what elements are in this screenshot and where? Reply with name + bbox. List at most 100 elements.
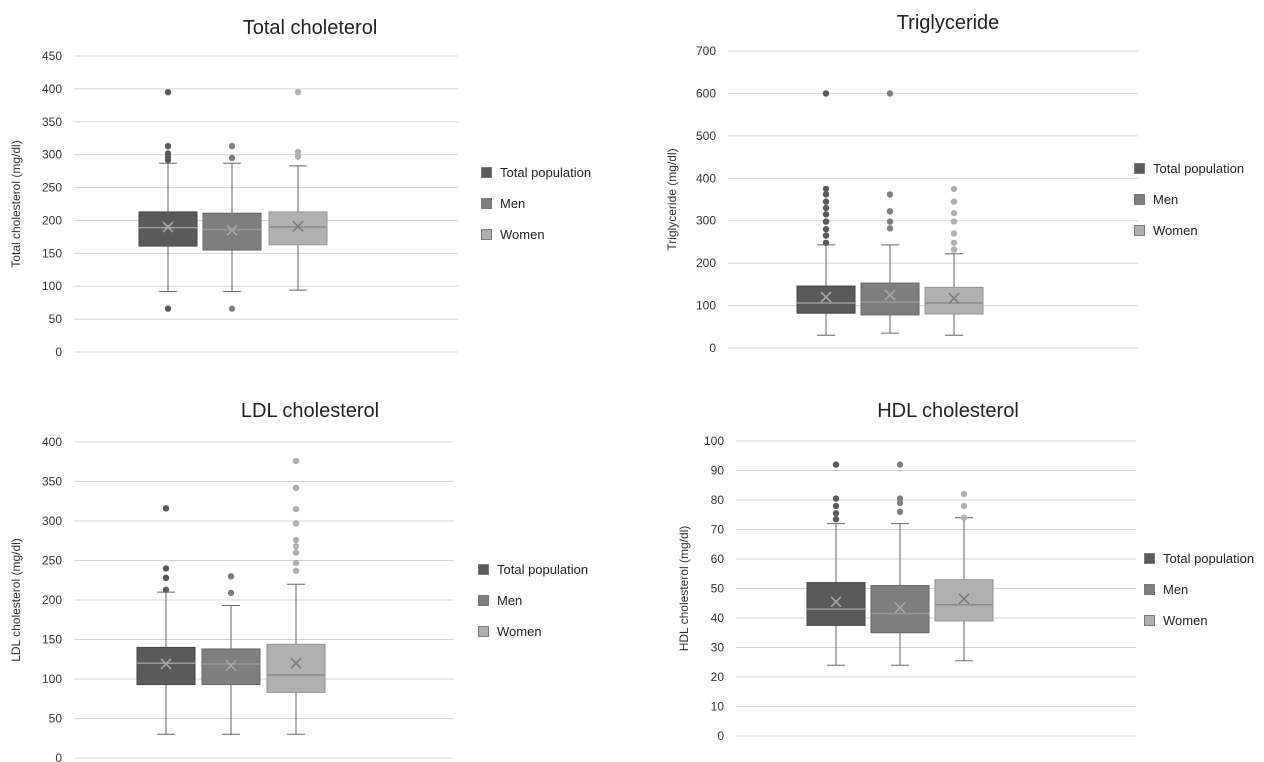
outlier-point xyxy=(822,191,830,198)
legend-swatch-men xyxy=(1134,193,1145,205)
y-tick-label: 90 xyxy=(711,464,725,478)
y-axis-label: LDL cholesterol (mg/dl) xyxy=(9,538,23,662)
outlier-point xyxy=(822,226,830,233)
y-axis-label: Total cholesterol (mg/dl) xyxy=(9,140,23,267)
iqr-box xyxy=(268,211,328,246)
y-tick-label: 50 xyxy=(49,312,63,326)
box-men xyxy=(202,142,262,312)
iqr-box xyxy=(138,211,198,247)
iqr-box xyxy=(202,212,262,251)
y-axis-label: HDL cholesterol (mg/dl) xyxy=(677,526,691,652)
outlier-point xyxy=(294,148,302,156)
legend-label: Men xyxy=(1153,191,1179,207)
legend-label: Men xyxy=(497,592,523,608)
outlier-point xyxy=(886,218,894,225)
outlier-point xyxy=(896,499,904,507)
y-tick-label: 500 xyxy=(696,129,716,143)
y-tick-label: 600 xyxy=(696,86,716,100)
outlier-point xyxy=(832,515,840,523)
outlier-point xyxy=(294,88,302,96)
legend-item-total-population: Total population xyxy=(478,561,588,577)
outlier-point xyxy=(162,505,170,512)
triglyceride-plot: 0 100 200 300 400 500 600 700 Triglyceride (mg/d… xyxy=(665,44,1138,355)
outlier-point xyxy=(822,232,830,239)
y-tick-label: 300 xyxy=(696,214,716,228)
legend-label: Total population xyxy=(497,561,589,577)
hdl-cholesterol-panel: HDL cholesterol 0 10 20 30 40 50 60 70 80 90 100 HD… xyxy=(632,380,1264,762)
outlier-point xyxy=(960,514,968,521)
box-women xyxy=(934,490,994,662)
legend-label: Total population xyxy=(500,164,592,180)
legend-item-total-population: Total population xyxy=(1144,550,1254,566)
y-tick-label: 400 xyxy=(696,171,716,185)
outlier-point xyxy=(822,198,830,205)
box-total-population xyxy=(806,461,866,666)
mean-marker xyxy=(884,289,896,301)
y-tick-label: 250 xyxy=(42,181,62,195)
outlier-point xyxy=(162,574,170,582)
iqr-box xyxy=(266,643,326,693)
box-total-population xyxy=(136,505,196,735)
legend-swatch-women xyxy=(1144,614,1155,626)
mean-marker xyxy=(226,224,238,236)
chart-legend: Total population Men Women xyxy=(1134,160,1244,253)
chart-title: HDL cholesterol xyxy=(877,400,1019,422)
y-tick-label: 40 xyxy=(711,611,725,625)
legend-label: Women xyxy=(500,226,545,242)
outlier-point xyxy=(950,230,958,237)
iqr-box xyxy=(924,286,984,315)
legend-swatch-men xyxy=(481,197,492,209)
outlier-point xyxy=(164,150,172,157)
outlier-point xyxy=(960,490,968,498)
outlier-point xyxy=(292,543,300,550)
legend-swatch-total xyxy=(1144,552,1155,564)
legend-swatch-women xyxy=(1134,224,1145,236)
mean-marker xyxy=(225,660,237,672)
chart-legend: Total population Men Women xyxy=(1144,550,1254,643)
outlier-point xyxy=(886,208,894,215)
iqr-box xyxy=(201,648,261,686)
mean-marker xyxy=(162,221,174,233)
mean-marker xyxy=(894,602,906,614)
outlier-point xyxy=(886,90,894,97)
outlier-point xyxy=(886,191,894,198)
legend-item-men: Men xyxy=(478,592,588,608)
legend-label: Total population xyxy=(1153,160,1245,176)
ldl-cholesterol-plot: 0 50 100 150 200 250 300 350 400 LDL cholesterol … xyxy=(9,435,454,762)
legend-item-total-population: Total population xyxy=(481,164,591,180)
outlier-point xyxy=(292,567,300,574)
box-total-population xyxy=(796,90,856,336)
mean-marker xyxy=(820,291,832,303)
iqr-box xyxy=(806,582,866,626)
y-tick-label: 350 xyxy=(42,115,62,129)
y-tick-label: 450 xyxy=(42,49,62,63)
outlier-point xyxy=(292,505,300,513)
y-tick-label: 100 xyxy=(704,434,724,448)
y-tick-label: 400 xyxy=(42,82,62,96)
outlier-point xyxy=(292,484,300,492)
y-tick-label: 60 xyxy=(711,552,725,566)
legend-item-men: Men xyxy=(1134,191,1244,207)
iqr-box xyxy=(136,646,196,686)
legend-label: Total population xyxy=(1163,550,1255,566)
mean-marker xyxy=(292,220,304,232)
y-tick-label: 100 xyxy=(696,299,716,313)
box-men xyxy=(870,461,930,666)
y-tick-label: 350 xyxy=(42,475,62,489)
ldl-cholesterol-panel: LDL cholesterol 0 50 100 150 200 250 300 350 400… xyxy=(0,380,620,762)
outlier-point xyxy=(896,495,904,502)
outlier-point xyxy=(292,457,300,465)
iqr-box xyxy=(796,285,856,314)
outlier-point xyxy=(950,198,958,205)
chart-title: LDL cholesterol xyxy=(240,400,380,422)
outlier-point xyxy=(822,218,830,225)
y-tick-label: 150 xyxy=(42,633,62,647)
outlier-point xyxy=(228,305,236,312)
legend-label: Men xyxy=(500,195,526,211)
y-tick-label: 200 xyxy=(696,256,716,270)
y-tick-label: 150 xyxy=(42,246,62,260)
y-axis-label: Triglyceride (mg/dl) xyxy=(665,148,679,250)
outlier-point xyxy=(162,565,170,572)
y-tick-label: 50 xyxy=(711,582,725,596)
y-tick-label: 0 xyxy=(717,729,724,743)
